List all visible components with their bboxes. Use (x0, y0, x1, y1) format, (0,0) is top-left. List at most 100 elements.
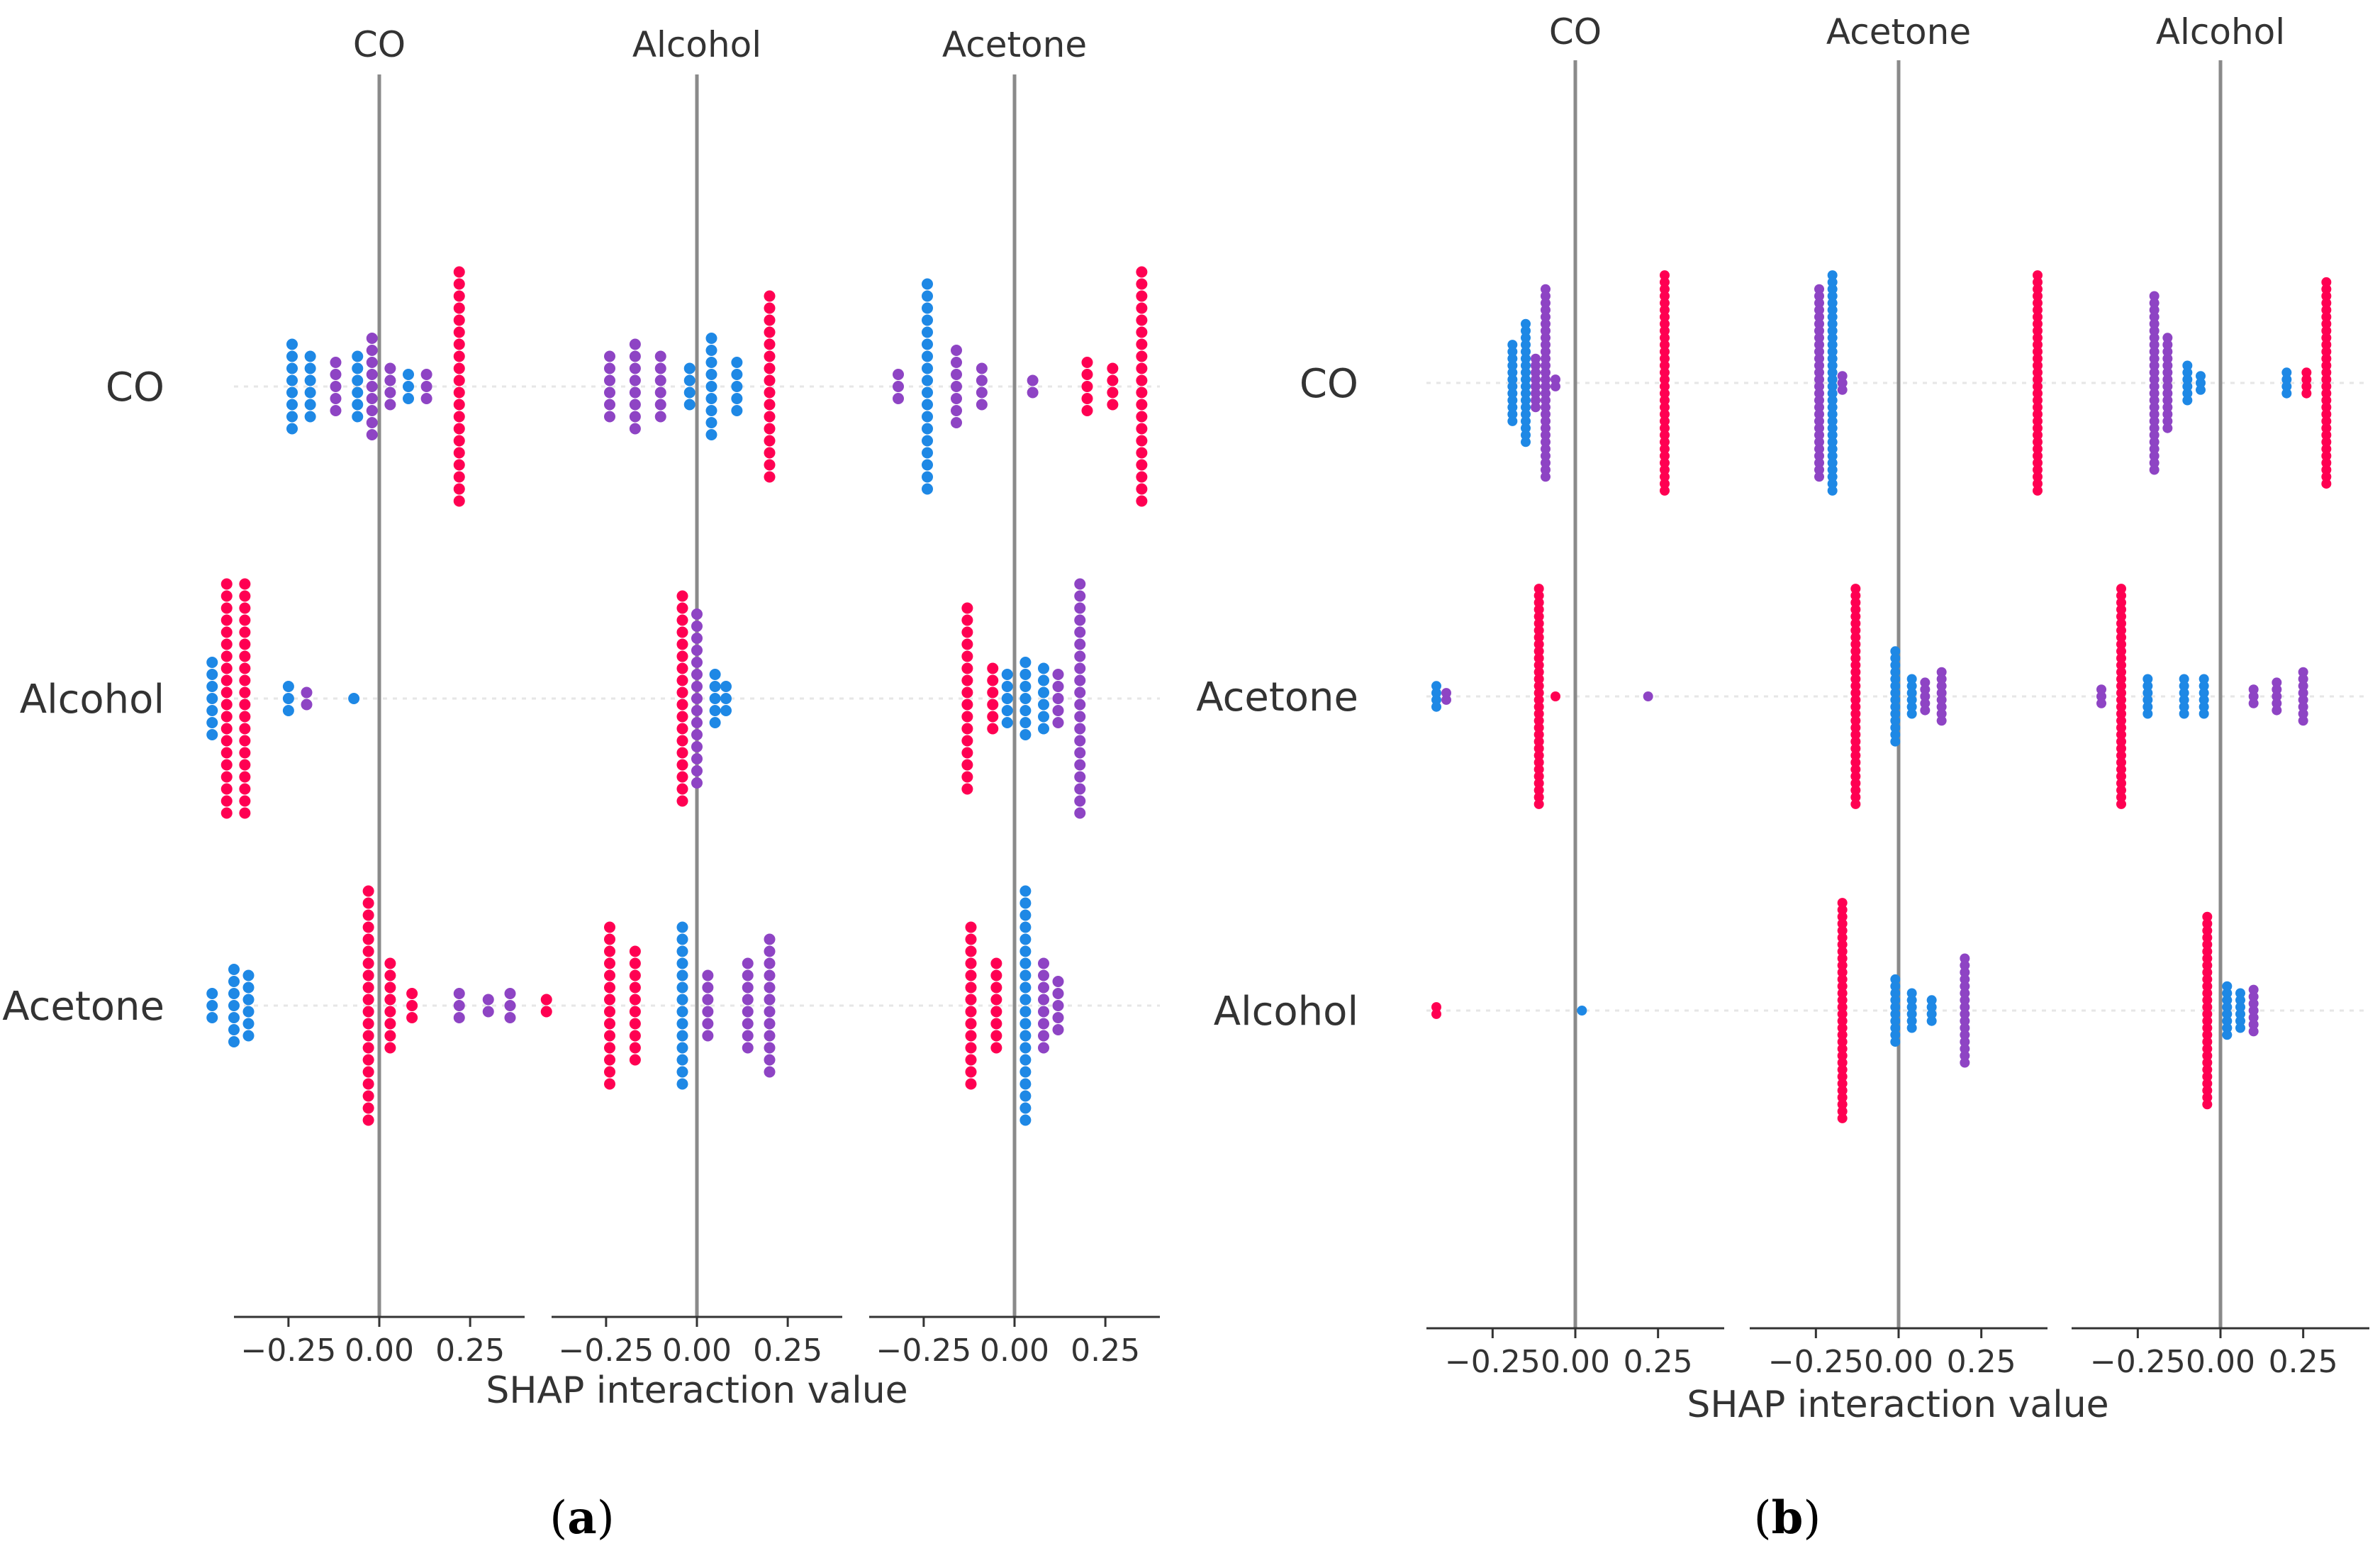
data-point (2202, 1016, 2213, 1026)
data-point (1507, 353, 1518, 364)
data-point (2116, 584, 2126, 594)
data-point (604, 374, 615, 386)
data-point (676, 795, 688, 807)
data-point (330, 381, 342, 392)
data-point (1019, 885, 1032, 897)
data-point (282, 693, 294, 704)
data-point (1890, 688, 1901, 699)
data-point (1827, 318, 1838, 329)
data-point (742, 1006, 754, 1018)
data-point (1052, 669, 1064, 680)
data-point (2321, 479, 2332, 489)
x-tick-label: 0.00 (980, 1333, 1049, 1369)
data-point (742, 981, 754, 994)
data-point (1890, 1008, 1901, 1019)
data-point (2182, 381, 2193, 391)
data-point (2033, 305, 2043, 316)
data-point (2281, 367, 2292, 378)
data-point (1850, 618, 1861, 629)
data-point (1814, 472, 1824, 482)
data-point (1814, 305, 1824, 316)
data-point (1533, 611, 1544, 622)
data-point (1890, 729, 1901, 740)
data-point (228, 1000, 240, 1011)
data-point (961, 614, 973, 626)
data-point (2142, 708, 2153, 719)
data-point (220, 699, 233, 711)
data-point (286, 386, 298, 399)
data-point (764, 981, 776, 994)
data-point (1038, 723, 1049, 735)
caption-paren-close: ) (597, 1492, 615, 1545)
data-point (1038, 662, 1049, 674)
data-point (1019, 957, 1032, 969)
data-point (676, 662, 688, 674)
data-point (976, 386, 988, 399)
data-point (922, 278, 933, 290)
data-point (2196, 384, 2206, 395)
data-point (742, 957, 754, 969)
data-point (1827, 326, 1838, 336)
data-point (1837, 1023, 1848, 1033)
x-tick-label: −0.25 (2090, 1344, 2186, 1380)
data-point (1019, 1042, 1032, 1054)
data-point (1019, 945, 1032, 957)
data-point (2321, 284, 2332, 294)
data-point (453, 326, 465, 338)
data-point (1541, 360, 1551, 371)
data-point (691, 777, 703, 789)
data-point (362, 909, 374, 921)
column-title: CO (1549, 11, 1602, 52)
data-point (1837, 911, 1848, 922)
data-point (1074, 723, 1086, 735)
data-point (604, 1030, 615, 1042)
data-point (1136, 350, 1148, 362)
data-point (1541, 381, 1551, 391)
data-point (676, 1042, 688, 1054)
data-point (1038, 981, 1049, 994)
data-point (206, 669, 218, 680)
data-point (2162, 374, 2173, 385)
data-point (206, 681, 218, 692)
data-point (676, 981, 688, 994)
data-point (1660, 326, 1670, 336)
data-point (990, 957, 1002, 969)
data-point (239, 747, 251, 759)
data-point (604, 981, 615, 994)
data-point (1906, 694, 1917, 705)
data-point (629, 1042, 641, 1054)
data-point (1074, 771, 1086, 783)
data-point (1814, 353, 1824, 364)
data-point (965, 1078, 977, 1090)
data-point (2033, 465, 2043, 475)
data-point (2033, 423, 2043, 433)
data-point (1890, 667, 1901, 677)
data-point (676, 1006, 688, 1018)
data-point (540, 994, 552, 1006)
data-point (1541, 326, 1551, 336)
data-point (1850, 757, 1861, 768)
data-point (1533, 667, 1544, 677)
data-point (965, 981, 977, 994)
data-point (352, 411, 364, 423)
data-point (2301, 388, 2312, 399)
data-point (2116, 639, 2126, 650)
data-point (1850, 701, 1861, 712)
data-point (1038, 1030, 1049, 1042)
data-point (2202, 1037, 2213, 1047)
data-point (1521, 437, 1531, 447)
data-point (239, 759, 251, 771)
data-point (604, 350, 615, 362)
data-point (764, 1054, 776, 1066)
data-point (1019, 657, 1032, 668)
data-point (1038, 969, 1049, 981)
data-point (1660, 381, 1670, 391)
data-point (1837, 1092, 1848, 1103)
cell-acetone-co (1431, 584, 1653, 809)
data-point (990, 981, 1002, 994)
data-point (2321, 395, 2332, 406)
data-point (1541, 450, 1551, 461)
data-point (453, 1012, 465, 1023)
data-point (731, 369, 743, 380)
data-point (2202, 995, 2213, 1006)
